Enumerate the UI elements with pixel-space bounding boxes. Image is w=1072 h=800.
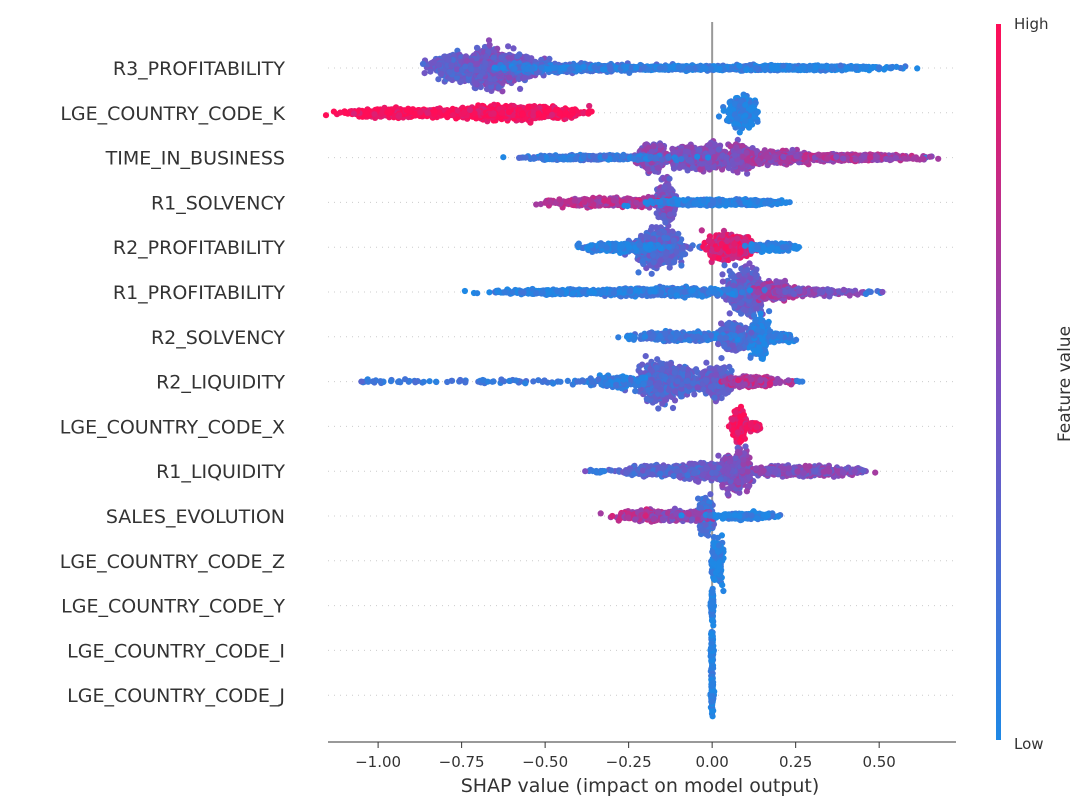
data-point [887, 65, 894, 72]
data-point [538, 64, 545, 71]
data-point [473, 44, 481, 51]
data-point [505, 43, 512, 50]
data-point [736, 62, 743, 69]
data-point [446, 68, 453, 76]
data-point [687, 65, 695, 72]
data-point [491, 64, 498, 71]
data-point [506, 74, 513, 81]
data-point [743, 66, 750, 74]
data-point [438, 70, 445, 78]
data-point [567, 66, 574, 73]
data-point [837, 62, 844, 69]
data-point [632, 64, 640, 71]
data-point [436, 61, 443, 68]
data-point [490, 54, 497, 61]
data-points [322, 37, 942, 720]
data-point [499, 64, 507, 71]
data-point [657, 65, 664, 72]
data-point [844, 65, 851, 72]
data-point [774, 65, 781, 72]
data-point [707, 65, 715, 72]
data-point [462, 63, 469, 70]
data-point [474, 60, 481, 68]
feature-point-group [419, 37, 921, 95]
data-point [828, 63, 836, 70]
data-point [818, 63, 825, 70]
data-point [544, 66, 551, 73]
data-point [511, 65, 518, 72]
data-point [517, 85, 524, 92]
data-point [762, 65, 769, 72]
data-point [476, 73, 484, 80]
data-point [435, 76, 442, 83]
data-point [468, 65, 475, 72]
data-point [550, 64, 557, 72]
data-point [780, 62, 787, 69]
data-point [427, 68, 434, 75]
data-point [580, 64, 587, 71]
data-point [473, 67, 480, 74]
data-point [876, 64, 883, 71]
data-point [785, 64, 793, 71]
data-point [421, 70, 428, 77]
data-point [524, 54, 531, 61]
data-point [914, 65, 921, 72]
data-point [800, 64, 808, 71]
feature-point-group [322, 91, 761, 136]
data-point [498, 54, 505, 61]
data-point [524, 65, 531, 72]
data-point [645, 66, 652, 73]
data-point [445, 56, 452, 64]
data-point [716, 65, 723, 72]
data-point [483, 53, 490, 60]
data-point [675, 64, 682, 71]
data-point [419, 60, 427, 67]
data-point [599, 66, 607, 73]
data-point [622, 64, 629, 71]
data-point [529, 65, 536, 72]
data-point [607, 66, 614, 73]
data-point [591, 64, 598, 71]
data-point [495, 84, 502, 91]
data-point [852, 64, 859, 71]
data-point [560, 64, 567, 71]
data-point [812, 64, 819, 71]
data-point [514, 53, 521, 60]
data-point [486, 41, 493, 49]
data-point [753, 64, 760, 72]
data-point [893, 63, 900, 70]
data-point [482, 60, 489, 67]
data-point [448, 62, 455, 69]
data-point [510, 45, 517, 52]
data-point [430, 58, 437, 65]
data-point [574, 64, 582, 71]
data-point [700, 64, 707, 71]
